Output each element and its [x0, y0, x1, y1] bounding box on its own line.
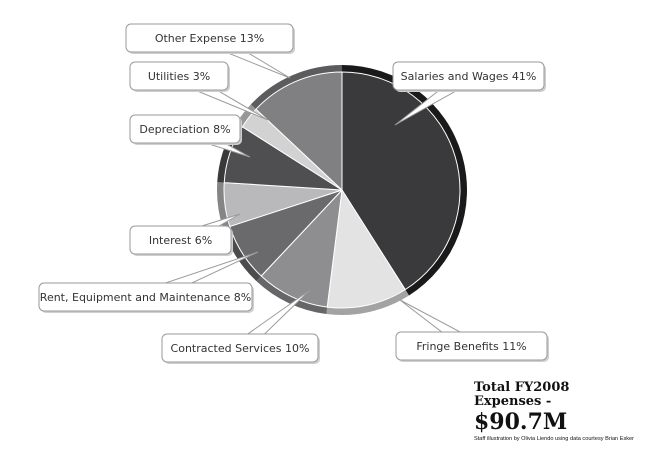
callout-interest-fill: [131, 227, 230, 253]
callout-utilities-label: Utilities 3%: [148, 70, 210, 83]
callout-depreciation: Depreciation 8%: [129, 114, 251, 158]
callout-rent-equipment-and-maintenance: Rent, Equipment and Maintenance 8%: [38, 251, 259, 313]
callout-salaries-and-wages-fill: [394, 63, 543, 89]
callout-other-expense-fill: [127, 25, 292, 51]
callout-rent-equipment-and-maintenance-label: Rent, Equipment and Maintenance 8%: [40, 291, 251, 304]
slice-callouts: Salaries and Wages 41% Fringe Benefits 11…: [38, 23, 549, 364]
callout-other-expense: Other Expense 13%: [125, 23, 295, 79]
callout-interest: Interest 6%: [129, 213, 241, 256]
caption-credit: Staff illustration by Olivia Liendo usin…: [474, 436, 635, 442]
callout-fringe-benefits-fill: [397, 333, 546, 359]
pie-slice-fringe-benefits: [326, 188, 409, 315]
callout-fringe-benefits-label: Fringe Benefits 11%: [416, 340, 526, 353]
callout-utilities-fill: [131, 63, 227, 89]
caption-total-amount: $90.7M: [474, 409, 568, 435]
callout-contracted-services-fill: [163, 335, 317, 361]
callout-depreciation-label: Depreciation 8%: [139, 123, 230, 136]
callout-utilities: Utilities 3%: [129, 61, 269, 121]
total-expenses-caption: Total FY2008 Expenses - $90.7M Staff ill…: [474, 381, 646, 443]
callout-other-expense-label: Other Expense 13%: [155, 32, 264, 45]
pie-slice-contracted-services: [256, 188, 343, 315]
pie-slice-salaries-and-wages-face: [341, 71, 461, 291]
pie-slice-other-expense: [250, 65, 343, 192]
callout-depreciation-fill: [131, 116, 239, 142]
pie-slice-contracted-services-face: [260, 188, 343, 308]
callout-interest-label: Interest 6%: [149, 234, 212, 247]
pie-slice-salaries-and-wages: [341, 65, 468, 296]
callout-salaries-and-wages: Salaries and Wages 41%: [392, 61, 546, 126]
caption-title-line1: Total FY2008: [474, 380, 570, 395]
callout-contracted-services-label: Contracted Services 10%: [171, 342, 310, 355]
caption-title-line2: Expenses -: [474, 394, 552, 409]
pie-slice-other-expense-face: [255, 71, 343, 192]
pie-slice-fringe-benefits-face: [326, 188, 406, 309]
callout-salaries-and-wages-label: Salaries and Wages 41%: [401, 70, 537, 83]
callout-rent-equipment-and-maintenance-fill: [40, 284, 251, 310]
pie-slices: [217, 65, 468, 315]
callout-fringe-benefits: Fringe Benefits 11%: [395, 299, 549, 362]
callout-contracted-services: Contracted Services 10%: [161, 289, 320, 364]
